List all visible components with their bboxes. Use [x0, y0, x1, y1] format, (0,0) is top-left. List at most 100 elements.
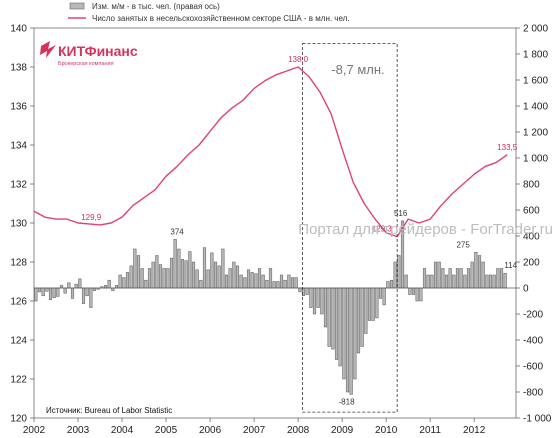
- bar: [276, 281, 280, 289]
- bar: [441, 268, 445, 289]
- bar: [305, 287, 309, 295]
- bar: [364, 287, 368, 334]
- bar: [375, 287, 379, 319]
- watermark: Портал для трейдеров - ForTrader.ru: [298, 221, 553, 238]
- bar: [235, 265, 240, 289]
- y-left-tick-label: 132: [10, 180, 27, 191]
- bar: [316, 287, 320, 308]
- bar: [125, 272, 130, 289]
- bar: [133, 248, 137, 289]
- bar: [199, 279, 203, 289]
- bar: [426, 274, 430, 289]
- bar: [415, 287, 419, 302]
- bar: [338, 287, 342, 367]
- bar: [206, 269, 210, 289]
- bar: [67, 282, 71, 289]
- y-left-tick-label: 136: [10, 102, 27, 113]
- bar: [485, 274, 489, 289]
- bar: [118, 274, 122, 289]
- bar: [455, 268, 460, 289]
- bar: [298, 287, 302, 293]
- bar: [180, 259, 185, 289]
- bar: [224, 274, 229, 289]
- legend-line-label: Число занятых в несельскохозяйственном с…: [92, 14, 350, 23]
- y-right-tick-label: -600: [523, 362, 543, 373]
- x-tick-label: 2002: [23, 425, 46, 436]
- bar: [210, 252, 214, 289]
- bar: [261, 274, 265, 289]
- bar: [342, 287, 346, 380]
- bar: [129, 265, 133, 289]
- bar: [246, 269, 251, 289]
- bar: [492, 274, 496, 289]
- data-label: 114: [504, 261, 517, 270]
- x-axis: 2002 2003 2004 2005 2006 2007 2008 2009 2010 2011…: [23, 418, 486, 436]
- bar: [85, 287, 89, 297]
- y-left-tick-label: 138: [10, 63, 27, 74]
- bar: [466, 268, 471, 289]
- bar: [320, 287, 324, 315]
- source-note: Источник: Bureau of Labor Statistic: [46, 406, 172, 415]
- bar: [459, 268, 463, 289]
- y-right-tick-label: 1 400: [523, 102, 548, 113]
- bar: [122, 277, 126, 289]
- bar: [499, 268, 504, 289]
- bar: [250, 272, 254, 289]
- x-tick-label: 2010: [375, 425, 398, 436]
- bar: [173, 239, 177, 289]
- data-label: 129,9: [81, 213, 102, 222]
- bar: [430, 274, 434, 289]
- bar: [331, 287, 335, 350]
- bar: [34, 287, 38, 302]
- logo-mark-icon: [40, 41, 56, 58]
- y-right-tick-label: 1 800: [523, 50, 548, 61]
- bar: [265, 279, 269, 289]
- data-label: 516: [394, 209, 408, 218]
- y-right-tick-label: -800: [523, 388, 543, 399]
- y-left-tick-label: 122: [10, 375, 27, 386]
- bar: [419, 287, 423, 302]
- bar: [360, 287, 364, 347]
- bar: [397, 255, 401, 289]
- x-tick-label: 2007: [243, 425, 266, 436]
- y-right-tick-label: 1 600: [523, 76, 548, 87]
- bar: [334, 287, 339, 360]
- bar: [422, 268, 427, 289]
- bar: [228, 268, 232, 289]
- bar: [404, 274, 408, 289]
- bar: [279, 274, 284, 289]
- bar: [136, 255, 141, 289]
- bar: [294, 277, 298, 289]
- bar: [257, 268, 262, 289]
- x-tick-label: 2004: [111, 425, 134, 436]
- bar: [349, 287, 353, 395]
- data-label: 138,0: [288, 55, 309, 64]
- bar: [89, 287, 93, 308]
- bar: [41, 287, 45, 297]
- bar: [290, 277, 295, 289]
- bar: [327, 287, 331, 347]
- bar: [63, 287, 67, 294]
- data-labels: 129,9 138,0 129,3 133,5 374 516 275 114 -818: [81, 55, 518, 406]
- bar: [470, 261, 474, 289]
- bar: [239, 274, 243, 289]
- bar: [107, 279, 111, 289]
- data-label: -818: [339, 397, 356, 406]
- bar: [144, 279, 148, 289]
- bar: [158, 264, 163, 289]
- bar: [474, 252, 478, 289]
- y-left-tick-label: 140: [10, 24, 27, 35]
- bar: [312, 287, 317, 315]
- bar: [217, 265, 221, 289]
- bar: [48, 287, 53, 300]
- x-tick-label: 2006: [199, 425, 222, 436]
- y-right-tick-label: 2 000: [523, 24, 548, 35]
- bar: [393, 261, 397, 289]
- bar: [488, 274, 493, 289]
- x-tick-label: 2012: [463, 425, 486, 436]
- bar: [503, 272, 507, 289]
- bar: [243, 277, 247, 289]
- bar: [345, 287, 350, 393]
- y-right-tick-label: -1 000: [523, 414, 552, 425]
